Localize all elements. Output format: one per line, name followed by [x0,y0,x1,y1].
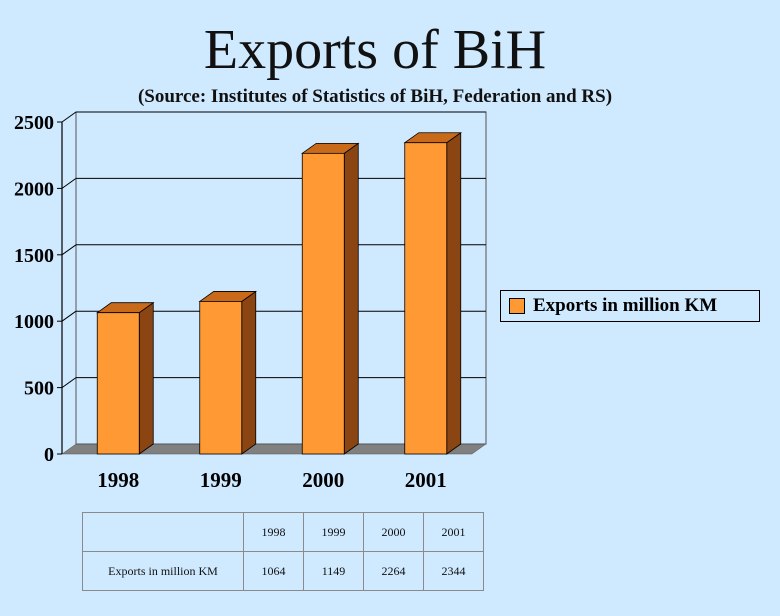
table-value-cell: 2344 [423,551,484,591]
y-tick-label: 2000 [14,178,54,200]
table-value-cell: 1149 [303,551,364,591]
chart-subtitle: (Source: Institutes of Statistics of BiH… [137,86,613,107]
table-year-cell: 1999 [303,512,364,552]
table-year-cell: 1998 [243,512,304,552]
bar-side [138,301,154,455]
bar [96,312,140,455]
chart-legend: Exports in million KM [500,290,760,322]
table-row: Exports in million KM 1064 1149 2264 234… [82,551,484,591]
y-tick-label: 1000 [14,311,54,333]
x-tick-label: 1999 [200,468,242,492]
gridline-depth [61,310,77,322]
bar-side [446,131,462,455]
gridline-depth [61,377,77,389]
gridline-depth [61,177,77,189]
bar [199,301,243,455]
gridline-depth [61,244,77,256]
chart-title: Exports of BiH [203,19,547,81]
table-year-cell: 2001 [423,512,484,552]
data-table: 1998 1999 2000 2001 Exports in million K… [82,512,484,591]
table-value-cell: 2264 [363,551,424,591]
table-header-row: 1998 1999 2000 2001 [82,512,484,552]
gridline-depth [61,111,77,123]
legend-swatch [509,298,525,314]
bar-side [343,142,359,455]
y-tick-label: 2500 [14,112,54,134]
table-row-label: Exports in million KM [82,551,244,591]
bar-chart: 0 500 1000 1500 2000 2500 1998 1999 2000 2001 [14,111,487,492]
x-tick-label: 2001 [405,468,447,492]
bar [301,152,345,455]
x-tick-label: 1998 [97,468,139,492]
table-value-cell: 1064 [243,551,304,591]
y-tick-label: 500 [24,378,54,400]
table-corner-cell [82,512,244,552]
legend-label: Exports in million KM [533,295,718,316]
x-tick-label: 2000 [302,468,344,492]
y-tick-label: 0 [44,444,54,466]
y-tick-label: 1500 [14,245,54,267]
bar [404,142,448,455]
bar-side [241,290,257,455]
table-year-cell: 2000 [363,512,424,552]
